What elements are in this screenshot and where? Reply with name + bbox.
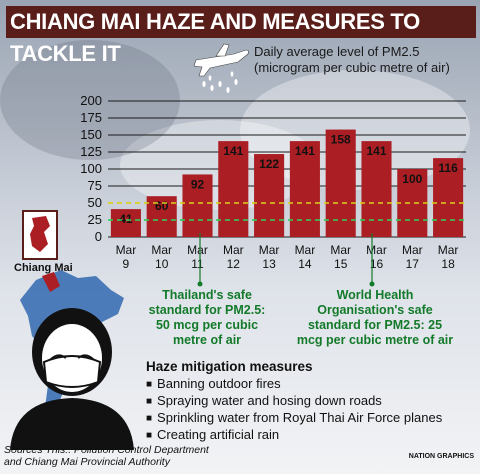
value-label: 92 <box>191 177 205 191</box>
thai-standard-note: Thailand's safe standard for PM2.5: 50 m… <box>140 288 274 348</box>
source-line: Sources This:. Pollution Control Departm… <box>4 444 209 456</box>
x-tick-label: 18 <box>441 257 455 271</box>
y-tick-label: 175 <box>80 110 102 125</box>
credit-label: NATION GRAPHICS <box>408 453 474 460</box>
note-line: World Health <box>336 288 414 302</box>
note-line: metre of air <box>172 333 242 347</box>
value-label: 158 <box>331 133 351 147</box>
y-tick-label: 200 <box>80 93 102 108</box>
who-standard-note: World Health Organisation's safe standar… <box>290 288 460 348</box>
x-axis-ticks: Mar9Mar10Mar11Mar12Mar13Mar14Mar15Mar16M… <box>116 243 459 271</box>
mitigation-title: Haze mitigation measures <box>146 359 313 374</box>
bar <box>254 154 285 237</box>
bars <box>110 129 464 237</box>
note-line: standard for PM2.5: 25 <box>307 318 443 332</box>
page-title: CHIANG MAI HAZE AND MEASURES TO TACKLE I… <box>6 6 476 66</box>
x-tick-label: 10 <box>155 257 169 271</box>
value-label: 116 <box>438 161 458 175</box>
subtitle-line-1: Daily average level of PM2.5 <box>254 44 420 59</box>
source-note: Sources This:. Pollution Control Departm… <box>4 444 304 468</box>
mitigation-list: Banning outdoor fires Spraying water and… <box>146 376 442 444</box>
note-line: standard for PM2.5: <box>148 303 266 317</box>
chart-subtitle: Daily average level of PM2.5 (microgram … <box>254 44 474 76</box>
location-label: Chiang Mai <box>14 262 73 274</box>
x-tick-label: Mar <box>438 243 459 257</box>
value-label: 100 <box>402 172 422 186</box>
bar <box>182 174 213 237</box>
x-tick-label: Mar <box>151 243 172 257</box>
mitigation-item: Spraying water and hosing down roads <box>146 393 442 410</box>
y-tick-label: 0 <box>95 229 102 244</box>
rain-drops-icon <box>202 71 238 93</box>
value-label: 141 <box>223 144 243 158</box>
bar <box>110 209 141 237</box>
x-tick-label: 15 <box>334 257 348 271</box>
source-line: and Chiang Mai Provincial Authority <box>4 456 170 468</box>
note-line: Organisation's safe <box>317 303 433 317</box>
x-tick-label: 17 <box>406 257 420 271</box>
x-tick-label: 13 <box>262 257 276 271</box>
x-tick-label: Mar <box>187 243 208 257</box>
x-tick-label: Mar <box>402 243 423 257</box>
mitigation-item: Sprinkling water from Royal Thai Air For… <box>146 410 442 427</box>
value-label: 122 <box>259 157 279 171</box>
y-tick-label: 75 <box>88 178 102 193</box>
x-tick-label: 11 <box>191 257 204 271</box>
x-tick-label: 14 <box>298 257 312 271</box>
x-tick-label: Mar <box>295 243 316 257</box>
thai-callout-dot <box>197 281 203 287</box>
y-axis-ticks: 0 25 50 75 100 125 150 175 200 <box>80 93 102 244</box>
y-tick-label: 125 <box>80 144 102 159</box>
bar <box>289 141 320 237</box>
chiang-mai-highlight <box>42 272 60 292</box>
note-line: Thailand's safe <box>162 288 252 302</box>
callout-connectors <box>197 233 375 287</box>
note-line: 50 mcg per cubic <box>155 318 259 332</box>
value-label: 141 <box>295 144 315 158</box>
y-tick-label: 50 <box>88 195 102 210</box>
mitigation-item: Banning outdoor fires <box>146 376 442 393</box>
bar <box>433 158 464 237</box>
y-tick-label: 25 <box>88 212 102 227</box>
bar <box>397 169 428 237</box>
x-tick-label: Mar <box>366 243 387 257</box>
subtitle-line-2: (microgram per cubic metre of air) <box>254 60 450 75</box>
x-tick-label: 9 <box>123 257 130 271</box>
x-tick-label: Mar <box>259 243 280 257</box>
bar <box>361 141 392 237</box>
masked-person-icon <box>10 308 134 450</box>
x-tick-label: 16 <box>370 257 384 271</box>
who-callout-dot <box>369 281 375 287</box>
airplane-icon <box>193 43 249 93</box>
bar <box>325 129 356 237</box>
x-tick-label: Mar <box>330 243 351 257</box>
chiang-mai-province-icon <box>22 210 58 260</box>
cloud-decoration <box>0 40 180 160</box>
bar <box>218 141 249 237</box>
value-label: 141 <box>366 144 386 158</box>
y-tick-label: 100 <box>80 161 102 176</box>
value-label: 41 <box>119 212 133 226</box>
x-tick-label: 12 <box>227 257 241 271</box>
mitigation-item: Creating artificial rain <box>146 427 442 444</box>
x-tick-label: Mar <box>223 243 244 257</box>
note-line: mcg per cubic metre of air <box>296 333 454 347</box>
x-tick-label: Mar <box>116 243 137 257</box>
y-tick-label: 150 <box>80 127 102 142</box>
